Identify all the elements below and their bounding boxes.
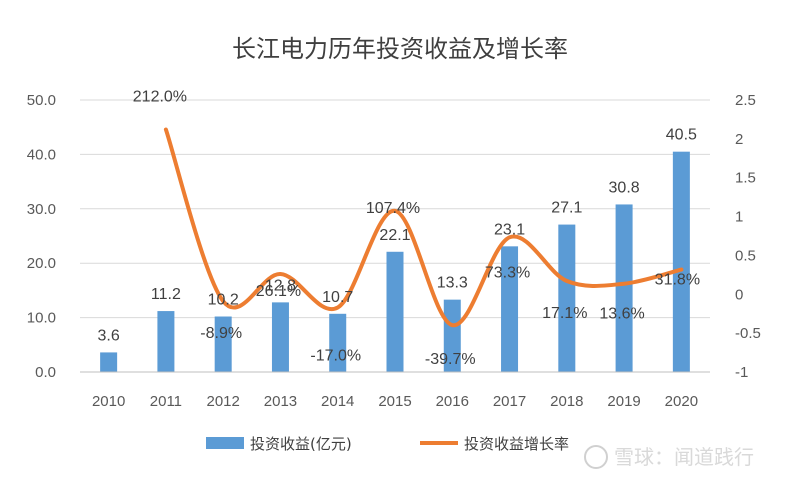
legend: 投资收益(亿元) 投资收益增长率 <box>206 435 569 453</box>
growth-value-label: 13.6% <box>599 306 644 323</box>
growth-value-label: 107.4% <box>366 200 420 217</box>
bar-value-label: 40.5 <box>666 127 697 144</box>
x-tick-label: 2017 <box>493 393 526 410</box>
bar <box>672 151 690 372</box>
grid <box>80 99 710 319</box>
y-left-tick-label: 50.0 <box>27 92 56 109</box>
y-right-tick-label: -1 <box>735 364 748 381</box>
x-tick-label: 2016 <box>436 393 469 410</box>
bar-value-label: 23.1 <box>494 221 525 238</box>
line-series <box>163 127 684 328</box>
axes: 0.010.020.030.040.050.0-1-0.500.511.522.… <box>27 92 761 410</box>
bar-value-label: 27.1 <box>551 200 582 217</box>
growth-value-label: 212.0% <box>133 89 187 106</box>
chart-title: 长江电力历年投资收益及增长率 <box>232 35 568 63</box>
growth-value-label: -8.9% <box>200 325 242 342</box>
bar <box>443 299 461 372</box>
bar <box>157 311 175 372</box>
bar <box>386 251 404 372</box>
bar <box>329 313 347 372</box>
y-right-tick-label: 0 <box>735 286 743 303</box>
x-tick-label: 2011 <box>150 393 182 410</box>
bar <box>615 204 633 372</box>
watermark: 雪球：闻道践行 <box>584 445 754 469</box>
bar-value-label: 11.2 <box>151 286 181 303</box>
data-labels: 3.6 11.2 10.2 12.8 10.7 22.1 13.3 23.1 27.1 30.8 4… <box>98 89 701 369</box>
x-tick-label: 2010 <box>92 393 125 410</box>
x-tick-label: 2014 <box>321 393 354 410</box>
y-left-tick-label: 10.0 <box>27 310 56 327</box>
y-right-tick-label: 1.5 <box>735 170 756 187</box>
bar <box>100 352 118 372</box>
xueqiu-logo-icon <box>584 445 608 469</box>
watermark-text: 雪球：闻道践行 <box>614 445 754 469</box>
legend-label-line: 投资收益增长率 <box>464 435 569 453</box>
y-left-tick-label: 0.0 <box>35 364 56 381</box>
y-right-tick-label: 2 <box>735 131 743 148</box>
y-right-tick-label: 2.5 <box>735 92 756 109</box>
y-left-tick-label: 40.0 <box>27 146 56 163</box>
growth-value-label: 17.1% <box>542 305 587 322</box>
x-tick-label: 2013 <box>264 393 297 410</box>
bar <box>271 302 289 372</box>
bar <box>558 224 576 372</box>
growth-value-label: -17.0% <box>310 347 361 364</box>
bar-series <box>100 151 690 372</box>
y-left-tick-label: 20.0 <box>27 255 56 272</box>
bar-value-label: 3.6 <box>98 327 120 344</box>
x-tick-label: 2020 <box>665 393 698 410</box>
x-tick-label: 2018 <box>550 393 583 410</box>
y-right-tick-label: 1 <box>735 209 743 226</box>
growth-value-label: 26.1% <box>256 283 301 300</box>
x-tick-label: 2019 <box>607 393 640 410</box>
bar <box>501 246 519 372</box>
bar <box>214 316 232 372</box>
bar-value-label: 10.7 <box>322 289 353 306</box>
x-tick-label: 2012 <box>206 393 239 410</box>
x-tick-label: 2015 <box>378 393 411 410</box>
legend-swatch-bar <box>206 437 244 449</box>
y-left-tick-label: 30.0 <box>27 201 56 218</box>
y-right-tick-label: 0.5 <box>735 247 756 264</box>
bar-value-label: 10.2 <box>208 292 239 309</box>
growth-value-label: 73.3% <box>485 264 530 281</box>
growth-value-label: -39.7% <box>425 351 476 368</box>
bar-value-label: 13.3 <box>437 275 468 292</box>
bar-value-label: 22.1 <box>379 227 410 244</box>
growth-line <box>163 127 684 328</box>
growth-value-label: 31.8% <box>655 272 700 289</box>
legend-label-bar: 投资收益(亿元) <box>250 435 352 453</box>
y-right-tick-label: -0.5 <box>735 325 761 342</box>
bar-value-label: 12.8 <box>265 277 296 294</box>
bar-value-label: 30.8 <box>609 179 640 196</box>
